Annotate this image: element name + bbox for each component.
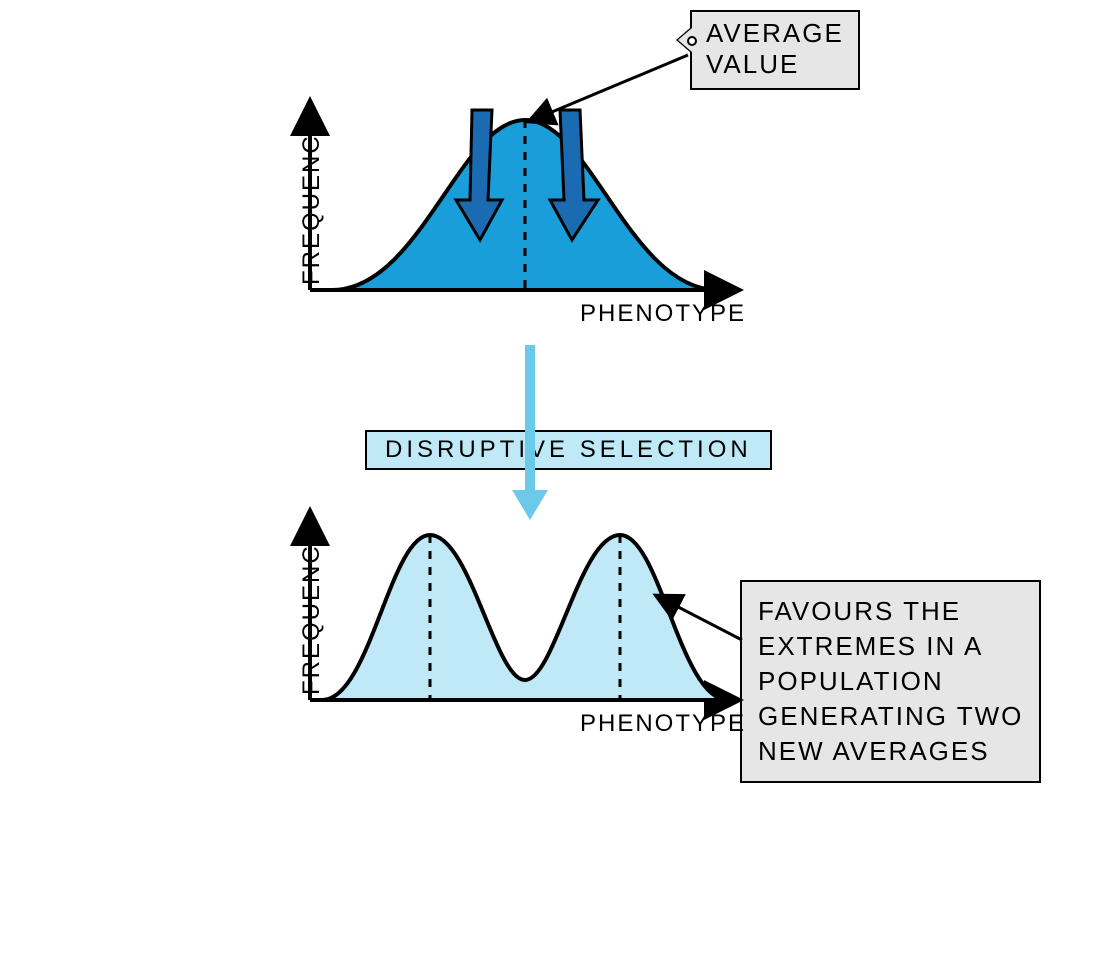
top-x-axis-label: PHENOTYPE [580, 300, 746, 328]
bottom-x-axis-label: PHENOTYPE [580, 710, 746, 738]
tag-line-1: AVERAGE [706, 18, 844, 49]
top-y-axis-label: FREQUENCY [298, 116, 326, 285]
bottom-y-axis-label: FREQUENCY [298, 526, 326, 695]
selection-type-label: DISRUPTIVE SELECTION [365, 430, 772, 470]
top-bell-curve [332, 120, 718, 290]
avg-pointer-line [528, 55, 688, 122]
diagram-stage: AVERAGE VALUE DISRUPTIVE SELECTION FAVOU… [0, 0, 1100, 959]
pressure-arrow-right [550, 110, 598, 240]
average-value-tag: AVERAGE VALUE [690, 10, 860, 90]
top-chart [310, 55, 740, 290]
caption-pointer-line [655, 595, 742, 640]
pressure-arrow-left [456, 110, 502, 240]
caption-line-4: GENERATING TWO [758, 699, 1023, 734]
selection-type-text: DISRUPTIVE SELECTION [385, 436, 752, 463]
bottom-bimodal-curve [322, 535, 728, 700]
tag-hole [687, 36, 697, 46]
caption-box: FAVOURS THE EXTREMES IN A POPULATION GEN… [740, 580, 1041, 783]
caption-line-2: EXTREMES IN A [758, 629, 1023, 664]
diagram-svg [0, 0, 1100, 959]
caption-line-5: NEW AVERAGES [758, 734, 1023, 769]
bottom-chart [310, 510, 742, 700]
caption-line-3: POPULATION [758, 664, 1023, 699]
caption-line-1: FAVOURS THE [758, 594, 1023, 629]
tag-line-2: VALUE [706, 49, 844, 80]
